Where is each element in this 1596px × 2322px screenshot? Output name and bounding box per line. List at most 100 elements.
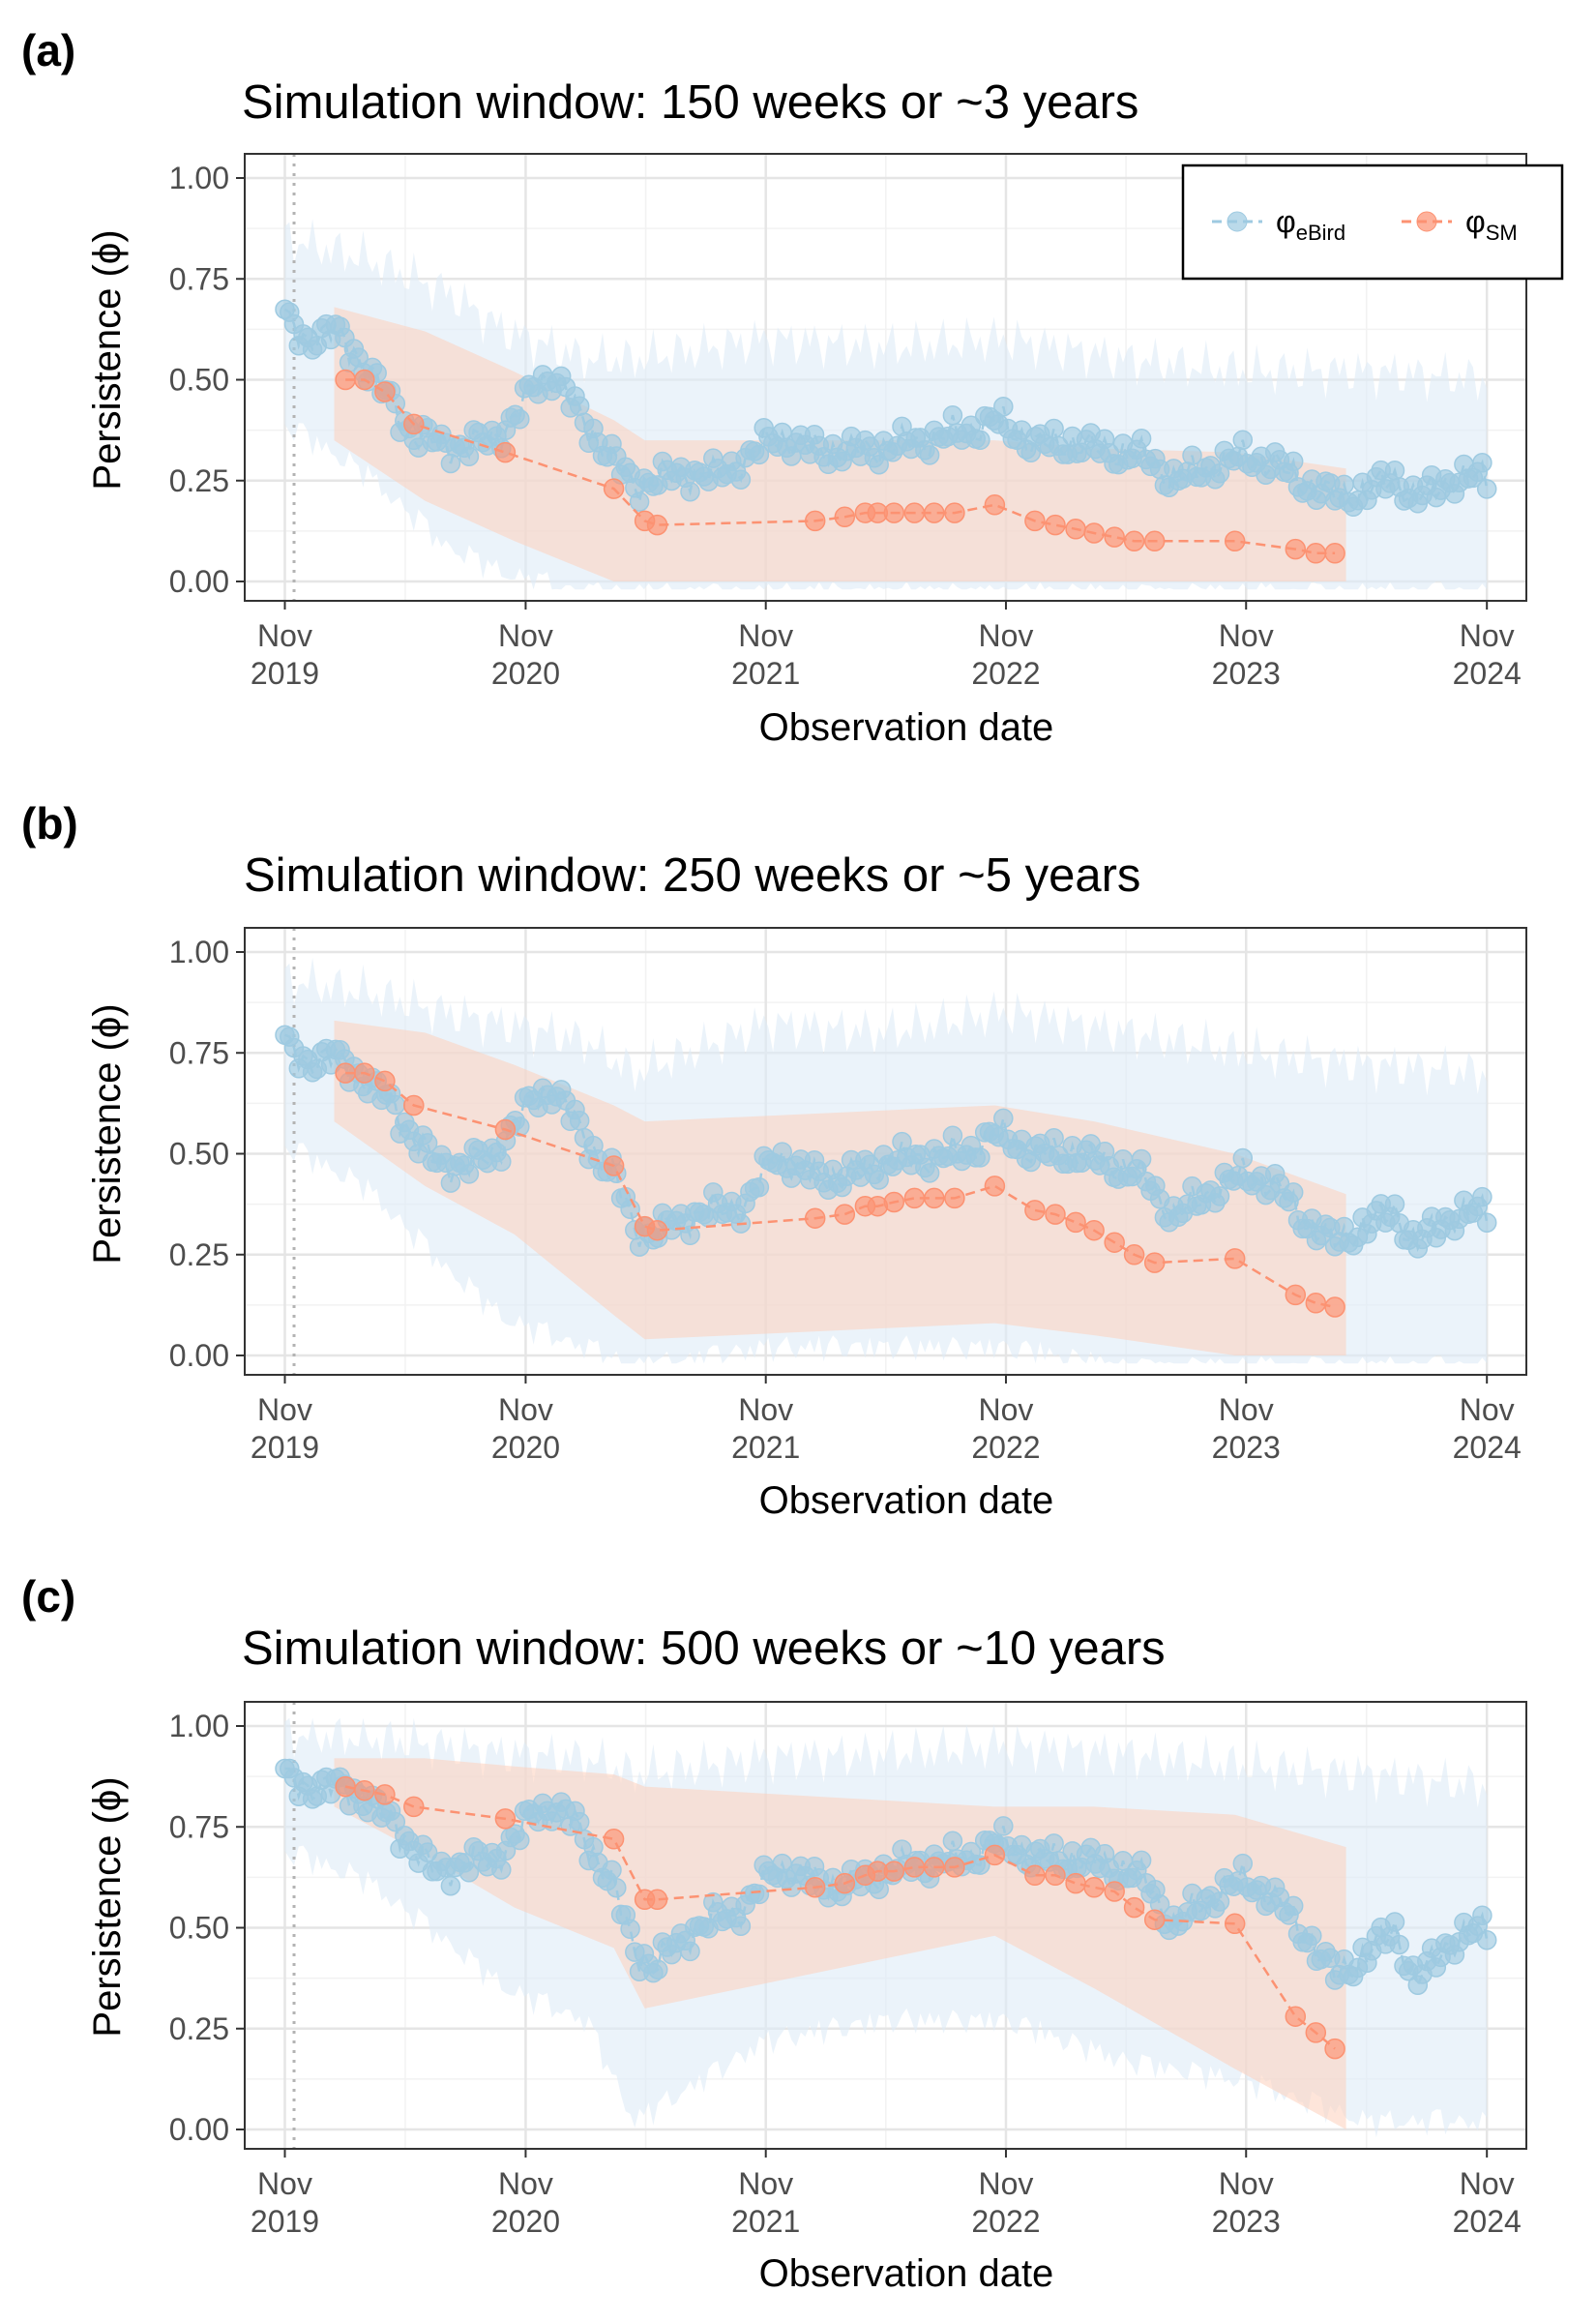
x-tick-month: Nov xyxy=(1219,618,1274,653)
x-tick-year: 2019 xyxy=(251,656,319,691)
y-tick-label: 0.50 xyxy=(169,1911,229,1946)
ebird-point xyxy=(680,1941,700,1962)
x-tick-month: Nov xyxy=(979,618,1034,653)
panel-border xyxy=(244,927,1527,1376)
ebird-point xyxy=(1232,1853,1254,1874)
ebird-point xyxy=(1334,474,1354,495)
sm-point xyxy=(603,1155,625,1176)
panel-border xyxy=(244,153,1527,602)
x-tick-label: Nov 2020 xyxy=(491,1392,560,1465)
x-tick-month: Nov xyxy=(738,2166,793,2201)
x-tick-label: Nov 2021 xyxy=(731,618,800,691)
x-tick-year: 2019 xyxy=(251,1430,319,1465)
sm-point xyxy=(924,502,945,523)
ebird-point xyxy=(993,396,1014,417)
sm-point xyxy=(924,1187,945,1209)
sm-point xyxy=(335,1775,356,1798)
y-tick-label: 0.75 xyxy=(169,1035,229,1070)
y-tick-label: 0.25 xyxy=(169,463,229,498)
legend-marker-sm xyxy=(1416,211,1437,232)
sm-point xyxy=(603,1829,625,1850)
ebird-point xyxy=(1283,451,1304,472)
sm-point xyxy=(903,1187,926,1209)
ebird-point xyxy=(510,1830,530,1851)
y-tick-label: 0.75 xyxy=(169,261,229,296)
ebird-point xyxy=(970,430,990,451)
x-tick-label: Nov 2021 xyxy=(731,2166,800,2239)
ebird-point xyxy=(385,1094,406,1116)
sm-point xyxy=(1324,1296,1345,1318)
x-tick-month: Nov xyxy=(738,618,793,653)
y-tick-label: 0.00 xyxy=(169,564,229,599)
legend-subscript-sm: SM xyxy=(1486,221,1518,245)
x-tick-month: Nov xyxy=(498,618,553,653)
sm-point xyxy=(1143,530,1166,552)
sm-point xyxy=(1083,1219,1105,1241)
sm-point xyxy=(944,1187,965,1209)
sm-point xyxy=(1305,1293,1327,1314)
ebird-point xyxy=(869,1170,889,1190)
sm-point xyxy=(646,1219,668,1241)
ebird-point xyxy=(1209,463,1230,484)
x-tick-month: Nov xyxy=(257,2166,312,2201)
legend-subscript-ebird: eBird xyxy=(1296,221,1345,245)
sm-point xyxy=(1143,1909,1166,1930)
ebird-point xyxy=(730,1916,752,1937)
x-tick-label: Nov 2022 xyxy=(971,1392,1040,1465)
x-tick-month: Nov xyxy=(498,1392,553,1427)
ebird-point xyxy=(749,1176,770,1198)
ebird-point xyxy=(993,1816,1014,1836)
ebird-point xyxy=(1182,445,1202,465)
ebird-point xyxy=(606,1877,627,1898)
sm-point xyxy=(1045,1864,1066,1887)
x-axis-title: Observation date xyxy=(759,2252,1054,2295)
x-tick-year: 2020 xyxy=(491,656,560,691)
sm-point xyxy=(1104,1232,1125,1253)
y-axis-title: Persistence (ϕ) xyxy=(86,1003,129,1264)
sm-point xyxy=(1024,1864,1046,1887)
sm-point xyxy=(1083,1877,1105,1898)
ebird-point xyxy=(440,1875,461,1896)
ebird-point xyxy=(417,1133,438,1153)
ebird-point xyxy=(440,1173,461,1193)
legend: φeBird φSM xyxy=(1181,164,1564,281)
sm-point xyxy=(944,1857,965,1878)
ebird-point xyxy=(970,1855,990,1875)
sm-point xyxy=(1104,526,1125,548)
x-tick-month: Nov xyxy=(1460,2166,1515,2201)
ebird-point xyxy=(491,1151,512,1172)
sm-point xyxy=(1324,543,1345,564)
x-tick-year: 2023 xyxy=(1212,1430,1281,1465)
x-tick-year: 2022 xyxy=(971,2204,1040,2239)
sm-point xyxy=(335,1062,356,1084)
panel-border xyxy=(244,1701,1527,2150)
sm-point xyxy=(403,413,425,435)
x-tick-year: 2020 xyxy=(491,2204,560,2239)
ebird-point xyxy=(569,1811,590,1832)
ebird-point xyxy=(1472,1186,1493,1207)
ebird-point xyxy=(1131,1148,1152,1170)
sm-point xyxy=(374,1070,396,1092)
sm-point xyxy=(1045,1204,1066,1225)
x-tick-year: 2019 xyxy=(251,2204,319,2239)
sm-point xyxy=(1123,530,1145,552)
y-tick-label: 1.00 xyxy=(169,161,229,195)
x-tick-label: Nov 2024 xyxy=(1453,2166,1522,2239)
x-tick-label: Nov 2023 xyxy=(1212,1392,1281,1465)
sm-point xyxy=(1224,1248,1246,1269)
sm-point xyxy=(354,369,375,391)
sm-point xyxy=(1065,1211,1086,1234)
sm-point xyxy=(374,1784,396,1805)
sm-point xyxy=(494,1808,517,1830)
x-tick-year: 2024 xyxy=(1453,2204,1522,2239)
x-tick-month: Nov xyxy=(979,2166,1034,2201)
ebird-point xyxy=(1472,1905,1493,1925)
ebird-point xyxy=(620,1199,640,1219)
x-tick-year: 2020 xyxy=(491,1430,560,1465)
ebird-point xyxy=(919,1163,940,1183)
ebird-point xyxy=(1044,418,1064,439)
sm-point xyxy=(804,510,826,532)
ebird-point xyxy=(1283,1182,1304,1203)
ebird-point xyxy=(1232,430,1254,450)
